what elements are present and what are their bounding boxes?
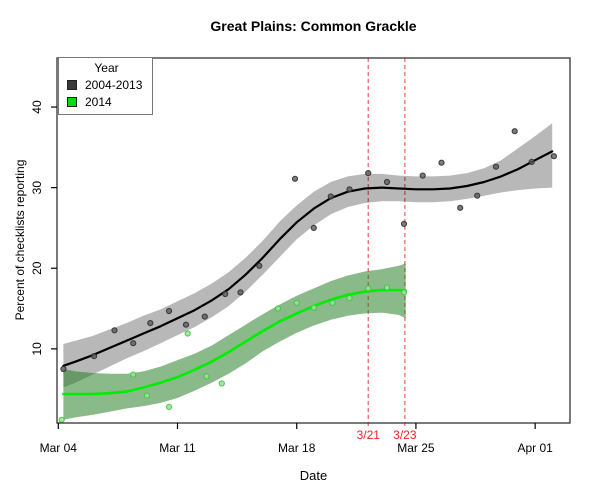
data-point-2004-2013	[365, 170, 372, 177]
data-point-2004-2013	[222, 290, 229, 298]
data-point-2004-2013	[60, 365, 67, 373]
legend-item-2004-2013: 2004-2013	[67, 78, 146, 92]
data-point-2004-2013	[346, 186, 353, 193]
data-point-2014	[143, 392, 150, 399]
data-point-2004-2013	[550, 153, 558, 160]
data-point-2004-2013	[492, 163, 500, 170]
trend-line-2014	[62, 288, 407, 396]
x-tick-label: Mar 11	[159, 441, 196, 455]
y-tick-label: 40	[30, 100, 44, 114]
chart-title: Great Plains: Common Grackle	[210, 18, 417, 34]
x-tick-label: Mar 25	[397, 441, 435, 455]
data-point-2004-2013	[528, 158, 535, 165]
data-point-2004-2013	[291, 175, 299, 182]
legend: Year 2004-2013 2014	[58, 57, 153, 115]
data-point-2004-2013	[147, 320, 154, 327]
data-point-2004-2013	[111, 327, 118, 334]
data-point-2004-2013	[457, 204, 464, 211]
legend-item-2014: 2014	[67, 95, 146, 109]
data-point-2004-2013	[256, 262, 263, 269]
y-tick-label: 10	[30, 342, 44, 356]
y-tick-label: 20	[30, 261, 44, 275]
data-point-2004-2013	[182, 321, 190, 328]
data-point-2004-2013	[419, 172, 426, 179]
data-point-2004-2013	[165, 307, 173, 315]
x-tick-label: Mar 04	[40, 441, 78, 455]
data-point-2004-2013	[310, 224, 317, 231]
trend-line-2004-2013	[62, 150, 554, 367]
vline-date-label: 3/21	[357, 428, 381, 442]
data-point-2014	[383, 284, 391, 291]
vline-date-label: 3/23	[393, 428, 417, 442]
data-point-2004-2013	[237, 289, 244, 296]
data-point-2014	[203, 373, 210, 380]
y-tick-label: 30	[30, 181, 44, 195]
data-point-2004-2013	[400, 220, 408, 227]
data-point-2014	[329, 299, 336, 306]
data-point-2014	[184, 330, 191, 337]
confidence-band-2004-2013	[63, 123, 553, 388]
data-point-2014	[365, 285, 372, 292]
data-point-2004-2013	[91, 353, 98, 360]
data-point-2004-2013	[327, 193, 334, 200]
x-axis-label: Date	[299, 468, 328, 483]
data-point-2004-2013	[201, 313, 208, 320]
data-point-2014	[274, 305, 282, 312]
legend-item-label: 2014	[85, 95, 112, 109]
legend-title: Year	[94, 61, 119, 75]
data-point-2004-2013	[474, 192, 481, 199]
data-point-2004-2013	[511, 128, 518, 135]
data-point-2014	[310, 304, 317, 311]
x-tick-label: Mar 18	[278, 441, 316, 455]
data-point-2014	[346, 295, 353, 302]
data-point-2014	[293, 299, 300, 306]
x-tick-label: Apr 01	[517, 441, 553, 455]
data-point-2004-2013	[130, 340, 137, 347]
data-point-2014	[165, 403, 173, 410]
data-point-2004-2013	[438, 159, 445, 166]
plot-border	[56, 57, 571, 424]
data-point-2014	[130, 371, 137, 378]
data-point-2014	[218, 380, 225, 387]
legend-item-label: 2004-2013	[85, 78, 143, 92]
data-point-2014	[400, 289, 408, 296]
legend-swatch-green	[67, 97, 77, 107]
data-point-2004-2013	[383, 178, 391, 186]
data-point-2014	[58, 416, 65, 423]
legend-swatch-dark	[67, 80, 77, 90]
